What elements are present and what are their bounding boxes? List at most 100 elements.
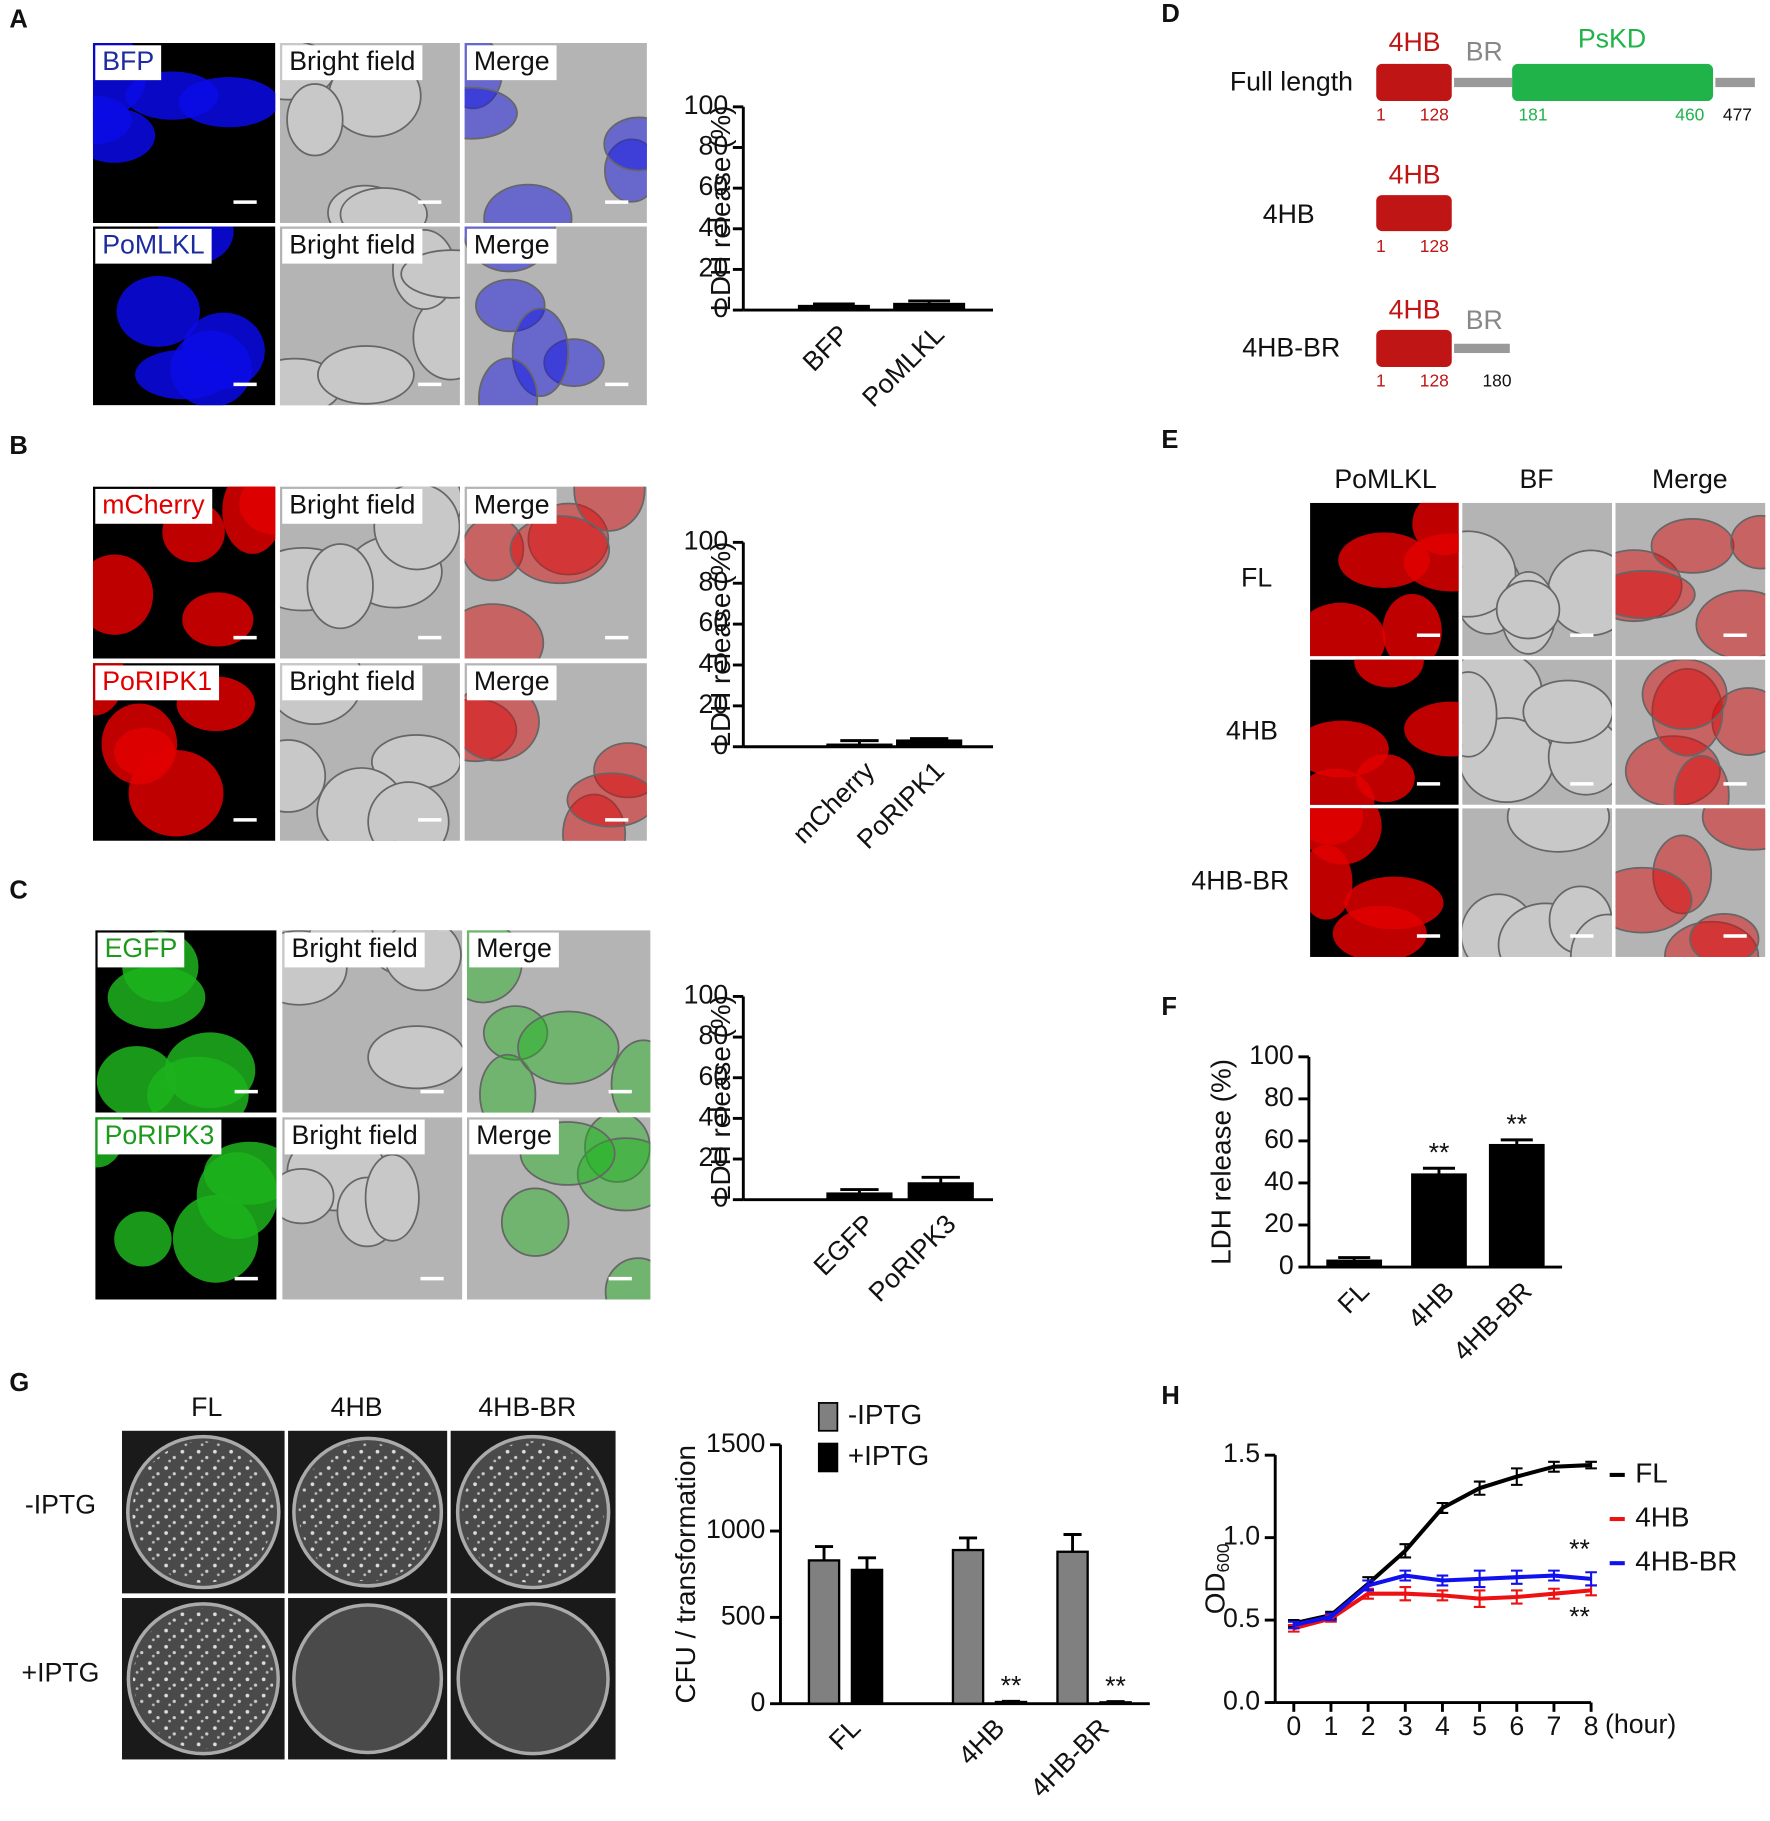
- x-tick-label: 4HB-BR: [1024, 1713, 1114, 1803]
- cell: [239, 486, 276, 535]
- label-box: [282, 665, 423, 701]
- cell: [517, 1010, 620, 1085]
- label-box: [95, 665, 220, 701]
- colonies: [132, 1441, 275, 1583]
- cell: [475, 278, 546, 333]
- cell: [509, 515, 611, 585]
- cell: [367, 781, 450, 841]
- row-label: +IPTG: [21, 1658, 99, 1688]
- y-tick-label: 60: [699, 1061, 729, 1091]
- cell: [479, 1053, 537, 1113]
- image-label: Bright field: [292, 933, 418, 963]
- y-axis-label: LDH release (%): [705, 106, 736, 312]
- y-tick-label: 60: [699, 171, 729, 201]
- bar: [1411, 1173, 1467, 1269]
- image-label: Merge: [476, 1120, 552, 1150]
- x-tick-label: BFP: [797, 319, 855, 377]
- cell: [1522, 679, 1613, 744]
- bar: [1056, 1550, 1089, 1705]
- error-bar: [1399, 1569, 1412, 1582]
- y-tick-label: 0.0: [1223, 1686, 1260, 1716]
- cell: [364, 1153, 420, 1242]
- label-box: [466, 488, 557, 524]
- photo-bg: [1615, 502, 1766, 657]
- y-tick-label: 1.5: [1223, 1438, 1260, 1468]
- bar: [896, 739, 963, 748]
- image-label: Merge: [476, 933, 552, 963]
- legend-label: -IPTG: [848, 1399, 922, 1430]
- image-label: Bright field: [289, 489, 415, 519]
- error-bar: [958, 1536, 978, 1551]
- error-bar: [921, 1175, 960, 1184]
- cell: [286, 83, 344, 157]
- bar: [807, 1559, 841, 1705]
- image-label: Bright field: [289, 666, 415, 696]
- y-tick-label: 80: [699, 1020, 729, 1050]
- cell: [279, 739, 327, 813]
- y-tick-label: 40: [699, 1101, 729, 1131]
- error-bar: [840, 1188, 879, 1194]
- cell: [1412, 502, 1459, 556]
- residue: 477: [1723, 105, 1752, 125]
- cell: [1701, 808, 1766, 851]
- colonies: [298, 1442, 437, 1582]
- y-tick-label: 40: [699, 212, 729, 242]
- panel-label: D: [1161, 0, 1179, 28]
- cell: [107, 966, 206, 1029]
- error-bar: [909, 737, 949, 741]
- label-box: [282, 228, 423, 264]
- cell: [1664, 920, 1760, 957]
- cell: [182, 312, 265, 389]
- image-label: Merge: [474, 489, 550, 519]
- cell: [1382, 593, 1442, 657]
- bar: [826, 1192, 893, 1201]
- row-label: 4HB: [1263, 199, 1315, 229]
- column-label: 4HB: [331, 1392, 383, 1422]
- legend-label: 4HB-BR: [1635, 1546, 1737, 1577]
- x-tick-label: 2: [1361, 1711, 1376, 1741]
- y-tick-label: 0: [713, 1183, 728, 1213]
- domain: [1715, 77, 1755, 88]
- image-label: Merge: [474, 666, 550, 696]
- cell: [1652, 834, 1713, 915]
- significance: **: [1001, 1670, 1022, 1700]
- cell: [1506, 808, 1611, 853]
- image-label: PoMLKL: [102, 229, 204, 259]
- bar: [850, 1568, 884, 1705]
- micrograph: [1462, 808, 1613, 957]
- error-bar: [1399, 1543, 1412, 1559]
- legend-swatch: [817, 1442, 839, 1473]
- residue: 460: [1675, 105, 1704, 125]
- residue: 181: [1519, 105, 1548, 125]
- panel-label: F: [1161, 993, 1177, 1021]
- cell: [1354, 659, 1424, 688]
- y-tick-label: 20: [699, 1142, 729, 1172]
- bar: [797, 304, 870, 312]
- significance: **: [1429, 1137, 1450, 1167]
- micrograph: [1462, 659, 1613, 805]
- y-tick-label: 500: [721, 1600, 766, 1630]
- error-bar: [1548, 1460, 1560, 1473]
- label-box: [469, 932, 559, 968]
- cell: [483, 183, 573, 223]
- error-bar: [1422, 1166, 1455, 1175]
- cell: [116, 275, 200, 347]
- micrograph: [1615, 502, 1766, 657]
- x-tick-label: 4HB-BR: [1447, 1276, 1537, 1366]
- plate: [292, 1603, 444, 1755]
- cell: [1615, 549, 1683, 623]
- cell: [1462, 671, 1498, 758]
- cell: [203, 1141, 277, 1205]
- y-tick-label: 1500: [706, 1428, 765, 1458]
- cell: [1615, 569, 1696, 620]
- photo-bg: [1615, 659, 1766, 805]
- y-tick-label: 60: [1264, 1124, 1294, 1154]
- micrograph: [1615, 659, 1766, 805]
- cell: [1651, 667, 1724, 757]
- x-tick-label: 4HB: [952, 1713, 1010, 1771]
- cell: [172, 1194, 259, 1283]
- domain-label: 4HB: [1389, 160, 1441, 190]
- y-tick-label: 80: [1264, 1082, 1294, 1112]
- cell: [1624, 735, 1721, 805]
- error-bar: [1548, 1569, 1560, 1582]
